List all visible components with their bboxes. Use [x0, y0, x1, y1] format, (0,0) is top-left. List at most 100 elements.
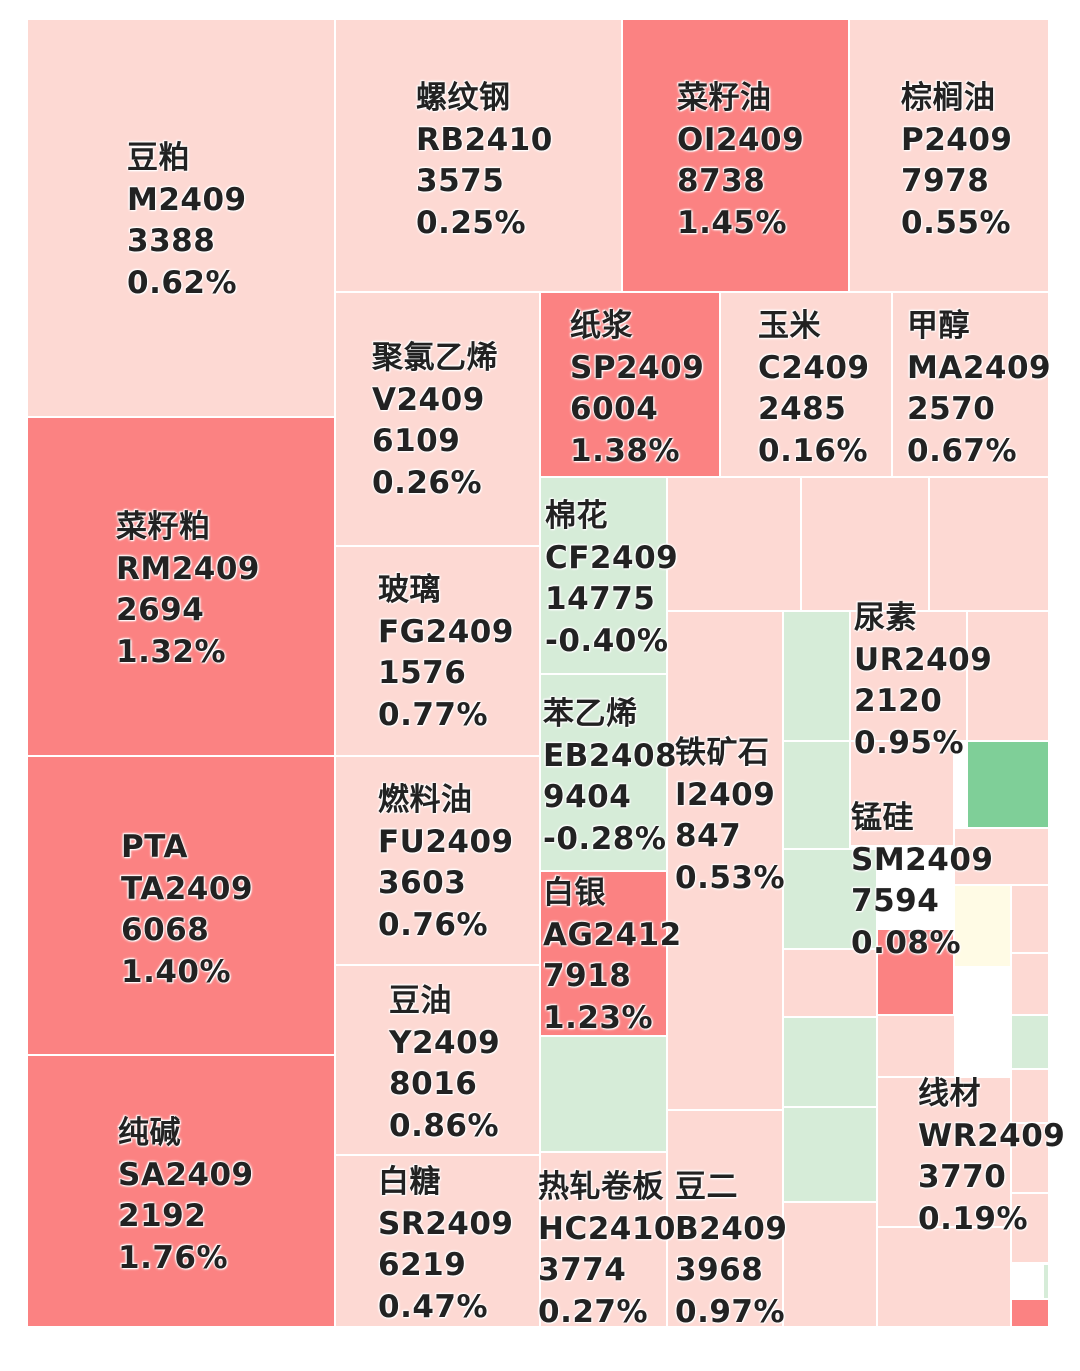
treemap-cell-unlabeled [784, 612, 851, 742]
treemap-cell-unlabeled [1012, 1124, 1050, 1194]
treemap-cell-label: 螺纹钢 RB2410 3575 0.25% [416, 78, 553, 244]
commodity-name: 螺纹钢 [416, 80, 511, 116]
contract-price: 2192 [118, 1198, 207, 1234]
price-change: 0.67% [907, 432, 1018, 469]
treemap-cell-unlabeled [955, 886, 1012, 968]
treemap-cell-label: 尿素 UR2409 2120 0.95% [854, 598, 992, 764]
contract-price: 2570 [907, 391, 996, 427]
treemap-cell-label: 白糖 SR2409 6219 0.47% [378, 1162, 513, 1328]
treemap-cell-label: 玉米 C2409 2485 0.16% [758, 306, 870, 472]
contract-code: SA2409 [118, 1156, 254, 1193]
treemap-cell-label: 菜籽粕 RM2409 2694 1.32% [116, 507, 260, 673]
contract-price: 3575 [416, 163, 505, 199]
treemap-cell-unlabeled [784, 1108, 878, 1203]
treemap-cell-label: 玻璃 FG2409 1576 0.77% [378, 570, 514, 736]
treemap-cell-label: 线材 WR2409 3770 0.19% [918, 1074, 1065, 1240]
treemap-cell-label: 棉花 CF2409 14775 -0.40% [545, 496, 678, 662]
commodity-name: 纯碱 [118, 1115, 181, 1151]
treemap-cell [336, 966, 541, 1156]
contract-code: MA2409 [907, 349, 1052, 386]
commodity-name: 聚氯乙烯 [372, 340, 498, 376]
commodity-name: 豆油 [389, 983, 452, 1019]
treemap-cell-unlabeled [784, 742, 851, 850]
price-change: 1.38% [570, 432, 681, 469]
treemap-cell-unlabeled [1012, 1070, 1050, 1124]
contract-price: 14775 [545, 581, 656, 617]
contract-price: 3774 [538, 1252, 627, 1288]
contract-code: FU2409 [378, 823, 514, 860]
treemap-cell-unlabeled [1012, 954, 1050, 1016]
price-change: 1.32% [116, 633, 227, 670]
commodity-name: 玉米 [758, 308, 821, 344]
price-change: 0.16% [758, 432, 869, 469]
contract-code: I2409 [675, 776, 776, 813]
contract-code: OI2409 [677, 121, 805, 158]
contract-price: 7594 [851, 883, 940, 919]
treemap-cell-unlabeled [784, 850, 878, 950]
contract-price: 2120 [854, 683, 943, 719]
treemap-cell-unlabeled [968, 742, 1050, 829]
price-change: -0.28% [543, 820, 667, 857]
treemap-cell-unlabeled [784, 1018, 878, 1108]
treemap-cell-unlabeled [955, 829, 1050, 886]
treemap-cell [28, 757, 336, 1056]
commodity-name: 纸浆 [570, 308, 633, 344]
treemap-cell-unlabeled [802, 478, 930, 612]
commodity-name: 热轧卷板 [538, 1169, 664, 1205]
treemap-cell-unlabeled [1044, 1265, 1050, 1300]
price-change: 0.27% [538, 1293, 649, 1330]
contract-code: V2409 [372, 381, 485, 418]
commodity-name: 燃料油 [378, 782, 473, 818]
treemap-cell-label: 菜籽油 OI2409 8738 1.45% [677, 78, 804, 244]
treemap-cell-label: 纯碱 SA2409 2192 1.76% [118, 1113, 254, 1279]
treemap-cell-label: PTA TA2409 6068 1.40% [121, 827, 253, 993]
treemap-cell [541, 872, 668, 1037]
treemap-cell-label: 棕榈油 P2409 7978 0.55% [901, 78, 1013, 244]
treemap-cell-unlabeled [1012, 1300, 1050, 1328]
treemap-cell-label: 锰硅 SM2409 7594 0.08% [851, 798, 993, 964]
commodity-name: 豆二 [675, 1169, 738, 1205]
price-change: 0.77% [378, 696, 489, 733]
treemap-cell [336, 757, 541, 966]
treemap-cell [541, 293, 721, 478]
treemap-cell [336, 20, 623, 293]
contract-price: 6004 [570, 391, 659, 427]
price-change: 0.26% [372, 464, 483, 501]
contract-code: FG2409 [378, 613, 514, 650]
treemap-cell-label: 铁矿石 I2409 847 0.53% [675, 733, 785, 899]
treemap-cell-unlabeled [1012, 1016, 1050, 1070]
treemap-cell-unlabeled [1012, 886, 1050, 954]
treemap-cell-unlabeled [784, 950, 878, 1018]
contract-code: AG2412 [543, 916, 682, 953]
contract-code: TA2409 [121, 870, 254, 907]
price-change: 0.53% [675, 859, 786, 896]
price-change: 0.19% [918, 1200, 1029, 1237]
commodity-name: 苯乙烯 [543, 696, 638, 732]
treemap-cell-unlabeled [878, 1228, 1012, 1328]
contract-code: WR2409 [918, 1117, 1066, 1154]
contract-code: RB2410 [416, 121, 553, 158]
contract-price: 2694 [116, 592, 205, 628]
contract-price: 847 [675, 818, 742, 854]
treemap-cell-unlabeled [668, 478, 802, 612]
contract-code: EB2408 [543, 737, 678, 774]
treemap-cell-label: 豆粕 M2409 3388 0.62% [127, 138, 247, 304]
contract-code: SP2409 [570, 349, 705, 386]
contract-code: P2409 [901, 121, 1013, 158]
treemap-cell-unlabeled [968, 612, 1050, 742]
price-change: 0.25% [416, 204, 527, 241]
price-change: 1.45% [677, 204, 788, 241]
contract-price: 3603 [378, 865, 467, 901]
contract-code: HC2410 [538, 1210, 676, 1247]
treemap-cell [668, 1111, 784, 1328]
treemap-cell-label: 苯乙烯 EB2408 9404 -0.28% [543, 694, 677, 860]
price-change: 0.62% [127, 264, 238, 301]
price-change: -0.40% [545, 622, 669, 659]
contract-code: SM2409 [851, 841, 994, 878]
treemap-cell-label: 豆二 B2409 3968 0.97% [675, 1167, 787, 1333]
treemap-cell [721, 293, 893, 478]
treemap-cell [541, 675, 668, 872]
treemap-cell-unlabeled [1012, 1194, 1050, 1264]
price-change: 0.95% [854, 724, 965, 761]
